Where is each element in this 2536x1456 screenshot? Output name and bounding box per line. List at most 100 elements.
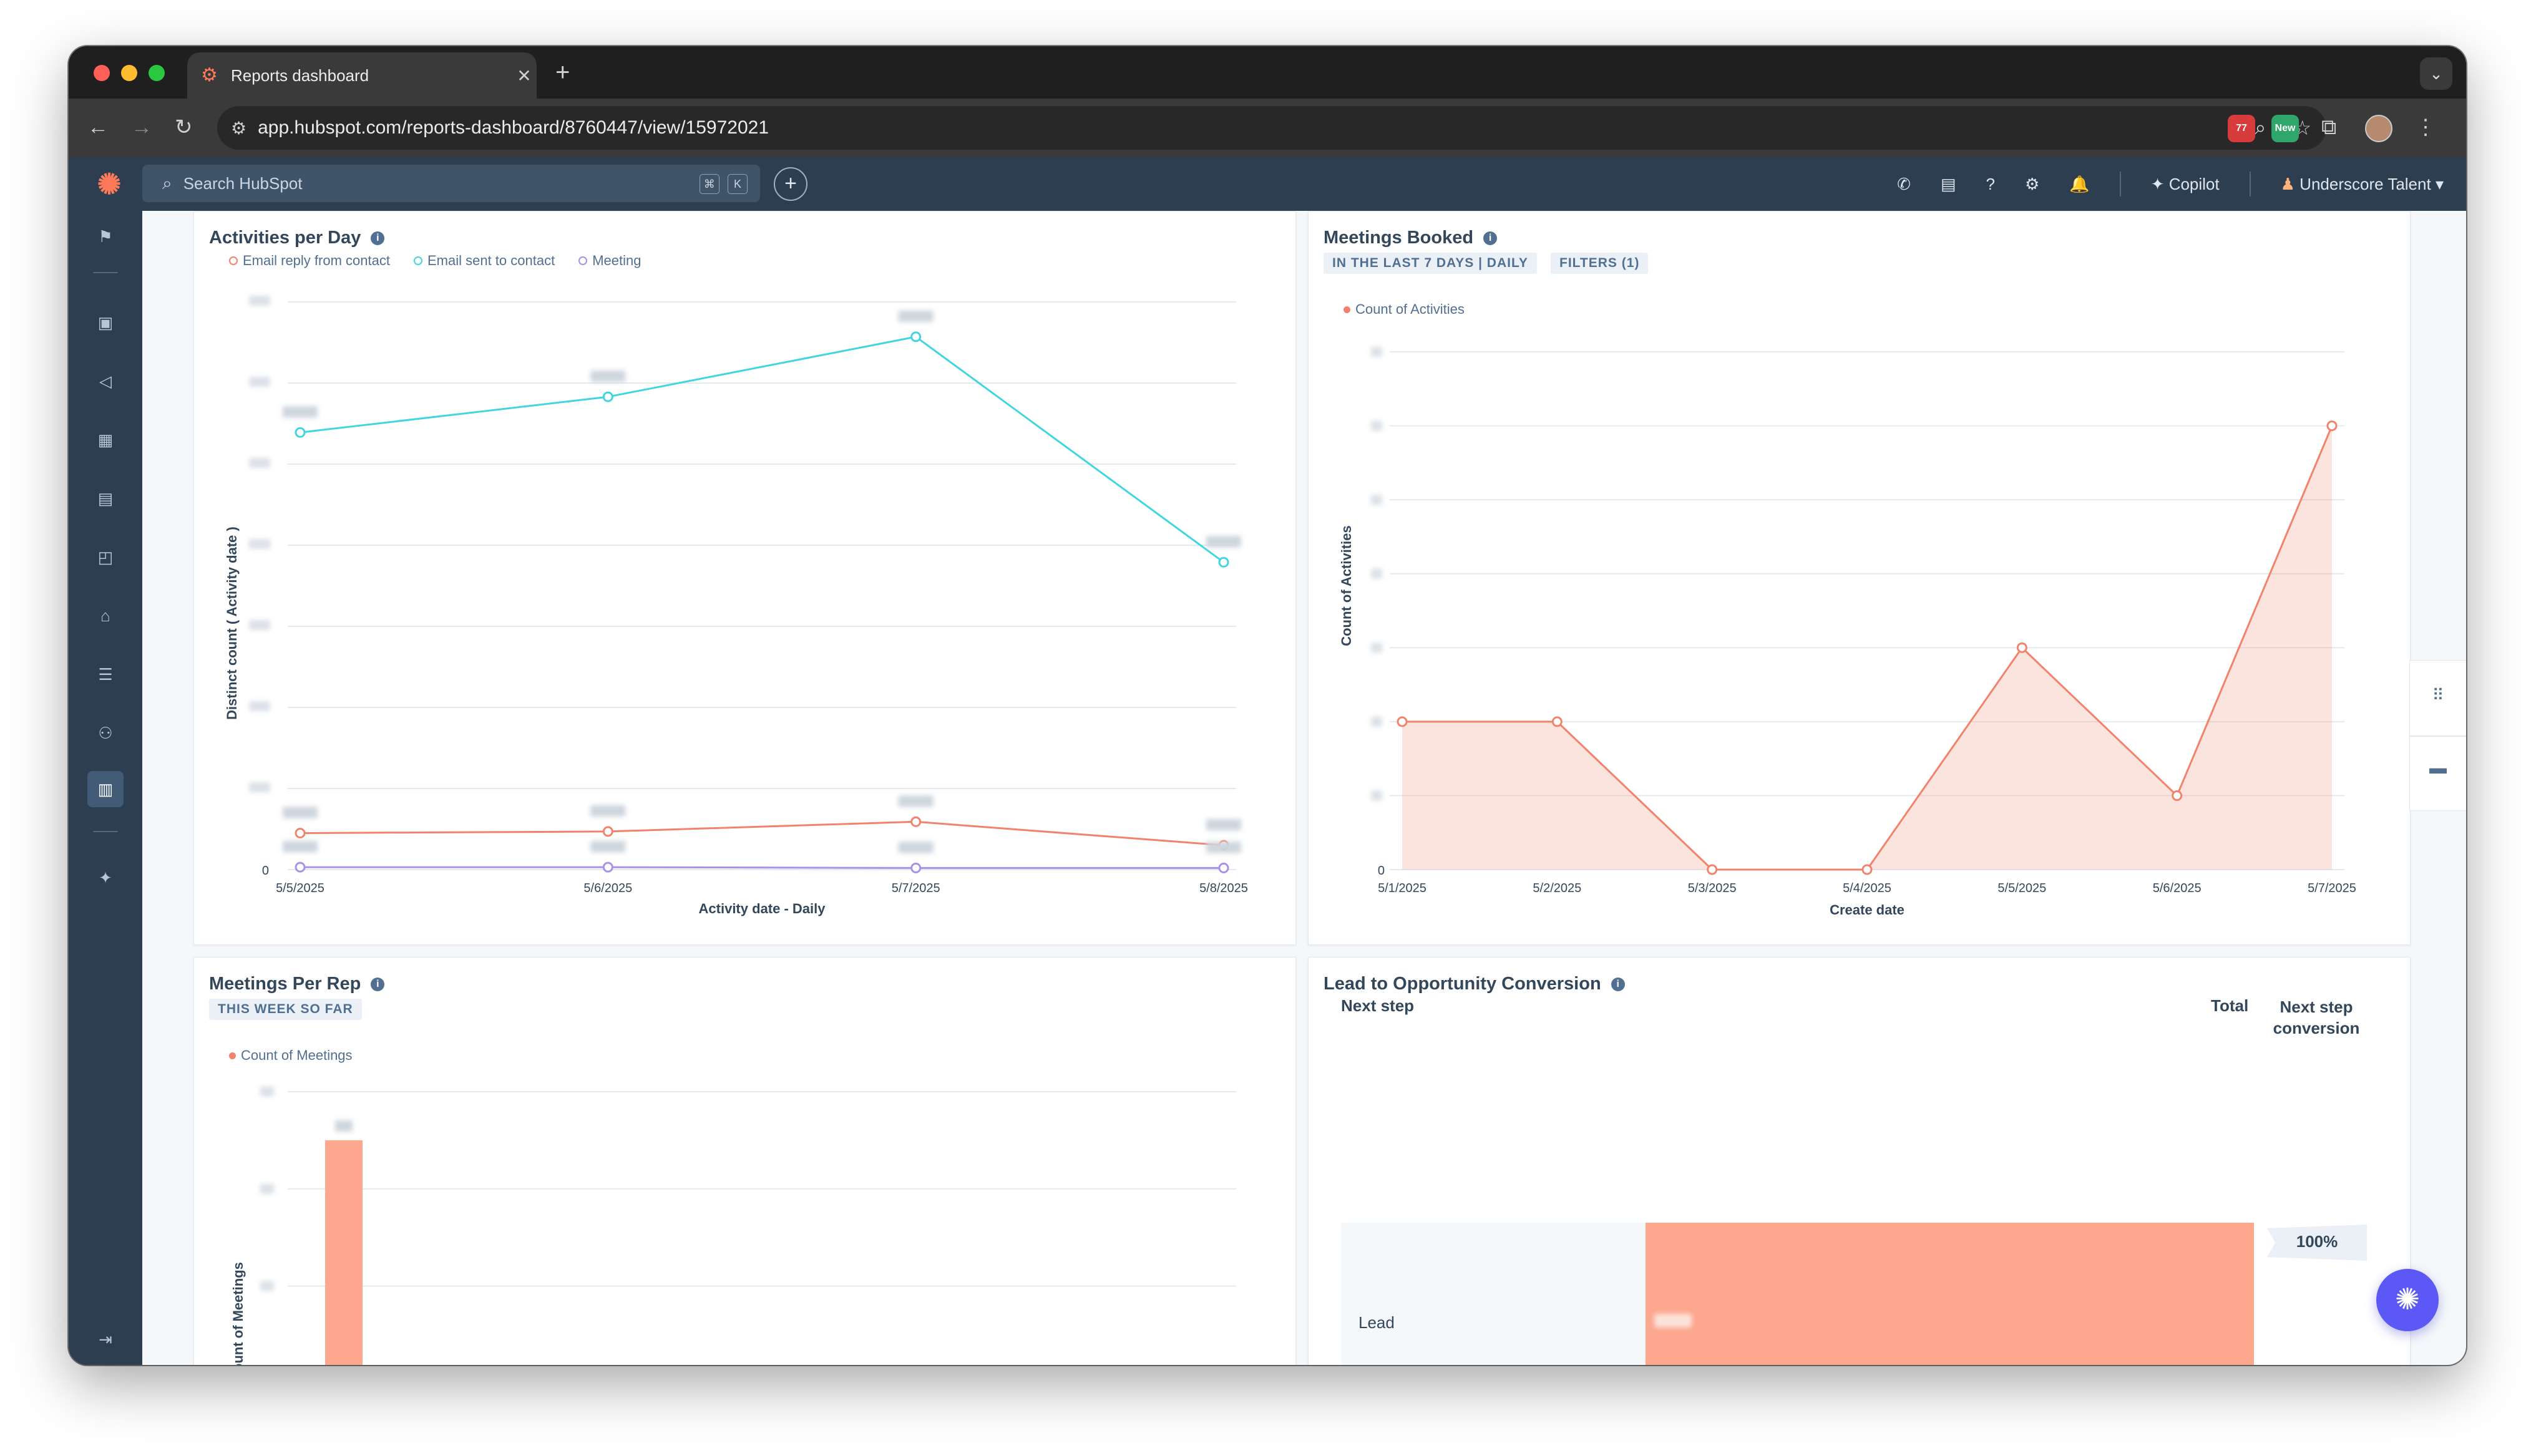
expand-rail-icon[interactable]: ⇥	[99, 1330, 112, 1349]
marketplace-icon[interactable]: ▤	[1940, 174, 1956, 193]
help-icon[interactable]: ?	[1986, 174, 1995, 193]
marketing-megaphone-icon[interactable]: ◁	[99, 372, 112, 391]
calling-icon[interactable]: ✆	[1897, 174, 1911, 193]
maximize-window-button[interactable]	[149, 65, 165, 81]
meetings-booked-card-title[interactable]: Meetings Booked i	[1324, 228, 1498, 248]
service-icon[interactable]: ⌂	[100, 606, 110, 625]
y-tick-label-redacted	[260, 1183, 274, 1194]
commerce-icon[interactable]: ◰	[97, 548, 114, 566]
info-icon[interactable]: i	[371, 977, 385, 991]
col-header-next-step: Next step	[1341, 996, 1415, 1015]
reporting-icon[interactable]: ▥	[87, 771, 124, 807]
data-label-redacted	[283, 841, 318, 853]
automation-icon[interactable]: ⚇	[98, 724, 113, 742]
legend-label: Meeting	[592, 253, 641, 268]
legend-item-email-reply[interactable]: Email reply from contact	[229, 253, 390, 269]
legend-item-count-of-activities[interactable]: Count of Activities	[1344, 301, 1465, 318]
account-menu[interactable]: ♟ Underscore Talent ▾	[2281, 175, 2444, 194]
this-week-pill[interactable]: THIS WEEK SO FAR	[209, 999, 362, 1020]
x-tick-label: 5/6/2025	[583, 881, 632, 895]
info-icon[interactable]: i	[1611, 977, 1625, 991]
widget-divider	[2410, 735, 2466, 737]
x-tick-label: 5/7/2025	[892, 881, 940, 895]
activities-card-title[interactable]: Activities per Day i	[209, 228, 385, 248]
meetings-per-rep-card-title[interactable]: Meetings Per Rep i	[209, 974, 385, 994]
browser-tab[interactable]: ⚙ Reports dashboard ✕	[187, 52, 537, 99]
funnel-bar-lead[interactable]	[1646, 1223, 2254, 1365]
y-axis-title: Count of Meetings	[230, 1262, 246, 1365]
x-tick-label: 5/4/2025	[1843, 881, 1891, 895]
reload-icon[interactable]: ↻	[175, 115, 193, 139]
data-management-icon[interactable]: ☰	[98, 665, 113, 684]
forward-arrow-icon[interactable]: →	[131, 115, 152, 139]
shortcut-cmd-key: ⌘	[699, 174, 719, 194]
x-tick-label: 5/6/2025	[2153, 881, 2202, 895]
minimize-window-button[interactable]	[121, 65, 137, 81]
site-settings-icon[interactable]: ⚙	[231, 118, 247, 138]
profile-avatar[interactable]	[2365, 111, 2392, 146]
data-point	[295, 427, 306, 438]
copilot-sparkle-icon: ✦	[2150, 174, 2169, 193]
help-widget-icon[interactable]: ✺	[2376, 1269, 2439, 1331]
x-tick-label: 5/7/2025	[2308, 881, 2356, 895]
tab-search-chevron-icon[interactable]: ⌄	[2420, 57, 2452, 90]
x-tick-label: 5/3/2025	[1688, 881, 1737, 895]
conversion-value: 100%	[2296, 1232, 2338, 1251]
data-point	[2016, 642, 2027, 653]
legend-item-email-sent[interactable]: Email sent to contact	[413, 253, 555, 269]
zoom-icon[interactable]: ⌕	[2255, 116, 2266, 138]
settings-gear-icon[interactable]: ⚙	[2024, 174, 2040, 193]
hubspot-search-input[interactable]: ⌕ Search HubSpot ⌘ K	[142, 165, 760, 202]
sales-icon[interactable]: ▤	[97, 489, 114, 508]
data-label-redacted	[590, 371, 626, 382]
new-tab-button[interactable]: +	[555, 59, 570, 86]
tab-title: Reports dashboard	[231, 66, 369, 85]
contacts-icon[interactable]: ▣	[97, 313, 114, 332]
extensions-puzzle-icon[interactable]: ⧉	[2321, 115, 2337, 139]
hubspot-logo-icon[interactable]: ✺	[97, 168, 122, 200]
legend-swatch	[413, 256, 422, 265]
breeze-sparkle-icon[interactable]: ✦	[99, 868, 112, 887]
grid-dots-icon[interactable]: ⠿	[2432, 686, 2444, 704]
shortcut-k-key: K	[728, 174, 748, 194]
browser-menu-icon[interactable]: ⋮	[2415, 115, 2436, 139]
rail-divider	[93, 831, 118, 832]
notifications-bell-icon[interactable]: 🔔	[2069, 174, 2090, 193]
create-new-button[interactable]: +	[774, 167, 807, 201]
data-label-redacted	[898, 310, 934, 322]
activities-per-day-card: Activities per Day i Email reply from co…	[193, 211, 1296, 945]
address-bar[interactable]: ⚙ app.hubspot.com/reports-dashboard/8760…	[217, 106, 2326, 150]
date-range-pill[interactable]: IN THE LAST 7 DAYS | DAILY	[1324, 253, 1537, 274]
x-axis-title: Create date	[1830, 902, 1904, 918]
data-point	[1397, 716, 1408, 727]
legend-item-meeting[interactable]: Meeting	[578, 253, 641, 269]
info-icon[interactable]: i	[1483, 231, 1498, 245]
back-arrow-icon[interactable]: ←	[87, 115, 109, 139]
bookmarks-icon[interactable]: ⚑	[98, 227, 113, 246]
info-icon[interactable]: i	[371, 231, 385, 245]
series-line	[300, 336, 1224, 563]
meetings-booked-legend: Count of Activities	[1344, 301, 1465, 318]
y-tick-label-redacted	[1371, 716, 1382, 727]
extension-2[interactable]: New	[2271, 111, 2299, 146]
lead-conversion-card-title[interactable]: Lead to Opportunity Conversion i	[1324, 974, 1625, 994]
legend-label: Email reply from contact	[243, 253, 390, 268]
chat-bubble-icon[interactable]: ▬	[2429, 758, 2447, 777]
hubspot-favicon-icon: ⚙	[201, 65, 218, 85]
y-tick-label-redacted	[1371, 495, 1382, 505]
data-point	[910, 816, 922, 827]
filters-pill[interactable]: FILTERS (1)	[1551, 253, 1649, 274]
close-window-button[interactable]	[94, 65, 110, 81]
data-point	[1218, 862, 1229, 873]
y-tick-label-redacted	[249, 539, 270, 549]
close-tab-icon[interactable]: ✕	[517, 66, 532, 85]
y-tick-label-redacted	[1371, 568, 1382, 579]
data-point	[602, 391, 613, 402]
activities-legend: Email reply from contact Email sent to c…	[229, 253, 641, 269]
content-icon[interactable]: ▦	[97, 430, 114, 449]
extension-1[interactable]: 77	[2228, 111, 2255, 146]
copilot-button[interactable]: ✦ Copilot	[2151, 175, 2220, 194]
legend-item-count-of-meetings[interactable]: Count of Meetings	[229, 1047, 353, 1064]
extension-2-badge: New	[2271, 115, 2299, 142]
legend-label: Count of Activities	[1355, 301, 1465, 317]
